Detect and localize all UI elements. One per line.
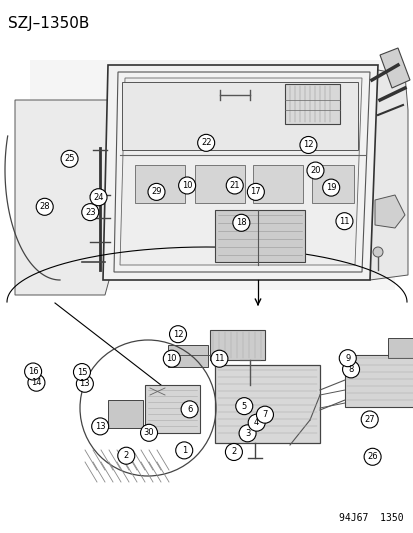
Text: 10: 10 — [166, 354, 177, 363]
Text: 8: 8 — [348, 365, 353, 374]
Text: 23: 23 — [85, 208, 95, 216]
Circle shape — [342, 361, 359, 378]
Polygon shape — [103, 65, 377, 280]
Text: 5: 5 — [241, 402, 246, 410]
Circle shape — [335, 213, 352, 230]
Circle shape — [238, 425, 256, 442]
Circle shape — [178, 177, 195, 194]
Circle shape — [235, 398, 252, 415]
Circle shape — [363, 448, 380, 465]
Circle shape — [91, 418, 109, 435]
Polygon shape — [15, 100, 120, 295]
Text: 26: 26 — [366, 453, 377, 461]
Text: 27: 27 — [363, 415, 374, 424]
Circle shape — [299, 136, 316, 154]
Polygon shape — [369, 70, 407, 280]
Text: 29: 29 — [151, 188, 161, 196]
Text: 11: 11 — [214, 354, 224, 363]
Circle shape — [90, 189, 107, 206]
Circle shape — [73, 364, 90, 381]
Bar — [135, 165, 185, 203]
Text: 10: 10 — [181, 181, 192, 190]
Bar — [387, 338, 413, 358]
Text: 4: 4 — [254, 418, 259, 427]
Text: 13: 13 — [79, 379, 90, 388]
Bar — [284, 84, 339, 124]
Circle shape — [36, 198, 53, 215]
Text: 30: 30 — [143, 429, 154, 437]
Circle shape — [210, 350, 228, 367]
Circle shape — [197, 134, 214, 151]
Text: 2: 2 — [231, 448, 236, 456]
Circle shape — [140, 424, 157, 441]
Bar — [122, 82, 357, 150]
Circle shape — [175, 442, 192, 459]
Text: 20: 20 — [309, 166, 320, 175]
Text: 12: 12 — [302, 141, 313, 149]
Bar — [344, 355, 413, 407]
Circle shape — [338, 350, 356, 367]
Bar — [214, 365, 319, 443]
Text: 14: 14 — [31, 378, 42, 387]
Bar — [311, 165, 353, 203]
Circle shape — [225, 443, 242, 461]
Circle shape — [232, 214, 249, 231]
Text: 7: 7 — [262, 410, 267, 419]
Text: 9: 9 — [344, 354, 349, 362]
Text: 19: 19 — [325, 183, 336, 192]
Circle shape — [360, 411, 377, 428]
Text: SZJ–1350B: SZJ–1350B — [8, 16, 89, 31]
Circle shape — [147, 183, 165, 200]
Circle shape — [169, 326, 186, 343]
Text: 21: 21 — [229, 181, 240, 190]
Text: 13: 13 — [95, 422, 105, 431]
Circle shape — [247, 414, 265, 431]
Bar — [168, 345, 207, 367]
Circle shape — [306, 162, 323, 179]
Circle shape — [24, 363, 42, 380]
Circle shape — [81, 204, 99, 221]
Circle shape — [28, 374, 45, 391]
Bar — [209, 330, 264, 360]
Circle shape — [117, 447, 135, 464]
Circle shape — [247, 183, 264, 200]
Text: 25: 25 — [64, 155, 75, 163]
Text: 3: 3 — [244, 429, 249, 438]
Bar — [145, 385, 199, 433]
Polygon shape — [120, 78, 361, 265]
Circle shape — [163, 350, 180, 367]
Text: 12: 12 — [172, 330, 183, 338]
Bar — [195, 165, 244, 203]
Polygon shape — [30, 60, 394, 290]
Bar — [214, 210, 304, 262]
Circle shape — [180, 401, 198, 418]
Text: 22: 22 — [200, 139, 211, 147]
Bar — [108, 400, 142, 428]
Text: 6: 6 — [187, 405, 192, 414]
Circle shape — [372, 247, 382, 257]
Text: 24: 24 — [93, 193, 104, 201]
Text: 28: 28 — [39, 203, 50, 211]
Bar — [252, 165, 302, 203]
Text: 2: 2 — [123, 451, 128, 460]
Text: 15: 15 — [76, 368, 87, 376]
Circle shape — [76, 375, 93, 392]
Text: 1: 1 — [181, 446, 186, 455]
Text: 94J67  1350: 94J67 1350 — [339, 513, 403, 523]
Polygon shape — [379, 48, 409, 88]
Circle shape — [225, 177, 243, 194]
Text: 16: 16 — [28, 367, 38, 376]
Polygon shape — [374, 195, 404, 228]
Text: 17: 17 — [250, 188, 261, 196]
Circle shape — [256, 406, 273, 423]
Text: 18: 18 — [235, 219, 246, 227]
Circle shape — [322, 179, 339, 196]
Circle shape — [61, 150, 78, 167]
Text: 11: 11 — [338, 217, 349, 225]
